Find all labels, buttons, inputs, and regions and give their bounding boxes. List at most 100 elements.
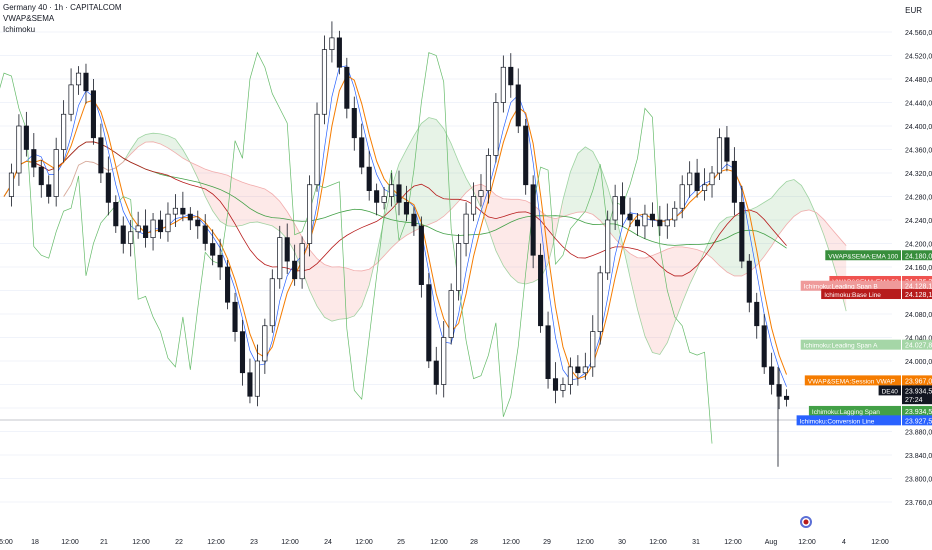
y-tick-label: 24.560,0: [905, 30, 932, 37]
candle-body: [508, 66, 514, 86]
candle-body: [23, 125, 29, 150]
price-label-box: [878, 385, 901, 396]
cloud-bull: [376, 117, 474, 264]
candle-body: [627, 213, 633, 221]
leading-span-b-line: [63, 141, 847, 277]
y-tick-label: 24.480,0: [905, 77, 932, 84]
symbol-title[interactable]: Germany 40 · 1h · CAPITALCOM: [3, 3, 122, 12]
y-tick-label: 24.040,0: [905, 336, 932, 343]
y-tick-label: 24.000,0: [905, 359, 932, 366]
price-axis[interactable]: 24.560,0 24.520,0 24.480,0 24.440,0 24.400,0…: [905, 30, 932, 507]
candle-body: [672, 207, 678, 221]
candle-body: [381, 196, 387, 203]
x-tick-label: 28: [470, 539, 478, 546]
price-label-box: [825, 250, 901, 261]
indicator-vwap[interactable]: VWAP&SEMA: [3, 14, 55, 23]
candle-body: [716, 137, 723, 174]
x-tick-label: 12:00: [207, 539, 225, 546]
candle-body: [746, 260, 752, 303]
price-value-box: [902, 415, 932, 426]
candle-body: [582, 366, 588, 374]
candle-body: [590, 331, 596, 368]
candle-body: [83, 72, 89, 92]
price-label-text: DE40: [882, 388, 899, 395]
candle-body: [262, 325, 268, 362]
price-label-text: Ichimoku:Lagging Span: [812, 409, 880, 416]
candle-body: [225, 266, 231, 303]
cloud-bull: [704, 179, 817, 276]
candle-body: [247, 372, 253, 397]
candle-body: [433, 360, 439, 385]
candle-body: [210, 243, 216, 256]
candle-body: [694, 172, 700, 191]
candle-body: [314, 113, 320, 186]
candle-body: [634, 219, 641, 227]
time-axis[interactable]: 15:00 18 12:00 21 12:00 22 12:00 23 12:00 24 12:00…: [0, 539, 889, 546]
candle-body: [620, 196, 626, 215]
candle-body: [575, 366, 581, 374]
candle-body: [135, 225, 141, 233]
price-label-box: [800, 280, 901, 291]
candle-body: [143, 225, 149, 238]
cloud-bear: [630, 246, 705, 355]
price-value-box: [902, 385, 932, 396]
candle-body: [530, 184, 536, 256]
candle-body: [605, 219, 611, 274]
candle-body: [105, 172, 111, 203]
candle-body: [754, 301, 760, 327]
candle-body: [113, 202, 119, 227]
candle-body: [679, 184, 685, 209]
candle-body: [150, 219, 156, 238]
candle-body: [299, 243, 305, 280]
candle-body: [180, 207, 186, 215]
x-tick-label: 12:00: [430, 539, 448, 546]
x-tick-label: 22: [175, 539, 183, 546]
indicator-ichimoku[interactable]: Ichimoku: [3, 25, 36, 34]
candle-body: [649, 213, 655, 221]
x-tick-label: 12:00: [724, 539, 742, 546]
candle-body: [329, 37, 335, 50]
candle-body: [612, 196, 618, 221]
candle-body: [284, 237, 290, 262]
candle-body: [448, 290, 454, 338]
price-label-text: Ichimoku:Base Line: [824, 292, 881, 299]
grid: [0, 31, 892, 503]
candle-body: [336, 37, 342, 68]
candle-body: [46, 184, 52, 197]
candle-body: [687, 172, 693, 186]
candle-body: [277, 237, 283, 280]
y-tick-label: 24.280,0: [905, 195, 932, 202]
x-tick-label: 21: [100, 539, 108, 546]
candle-body: [8, 172, 15, 197]
price-label-box: [821, 289, 901, 300]
candle-body: [567, 366, 573, 385]
price-label-text: VWAP&SEMA:Session VWAP: [808, 378, 895, 385]
candle-body: [731, 160, 737, 203]
currency-label: EUR: [905, 6, 922, 15]
y-tick-label: 23.880,0: [905, 430, 932, 437]
candle-body: [426, 284, 432, 362]
candle-body: [68, 84, 74, 115]
y-tick-label: 24.400,0: [905, 124, 932, 131]
y-tick-label: 23.760,0: [905, 500, 932, 507]
y-tick-label: 24.160,0: [905, 265, 932, 272]
candle-body: [724, 137, 730, 162]
y-tick-label: 24.240,0: [905, 218, 932, 225]
x-tick-label: 12:00: [798, 539, 816, 546]
candle-body: [195, 219, 201, 227]
price-value-text: 27:24: [905, 397, 923, 404]
event-marker-dot: [803, 519, 809, 525]
candle-body: [545, 325, 551, 379]
candle-body: [500, 66, 506, 103]
candle-body: [463, 213, 469, 244]
price-value-box: [902, 339, 932, 350]
price-label-text: Ichimoku:Leading Span B: [804, 284, 878, 291]
price-value-box: [902, 375, 932, 386]
price-value-text: 23.934,5: [905, 409, 932, 416]
candle-body: [761, 325, 767, 368]
x-tick-label: 30: [618, 539, 626, 546]
candle-body: [739, 202, 745, 262]
x-tick-label: 12:00: [649, 539, 667, 546]
y-tick-label: 24.200,0: [905, 242, 932, 249]
